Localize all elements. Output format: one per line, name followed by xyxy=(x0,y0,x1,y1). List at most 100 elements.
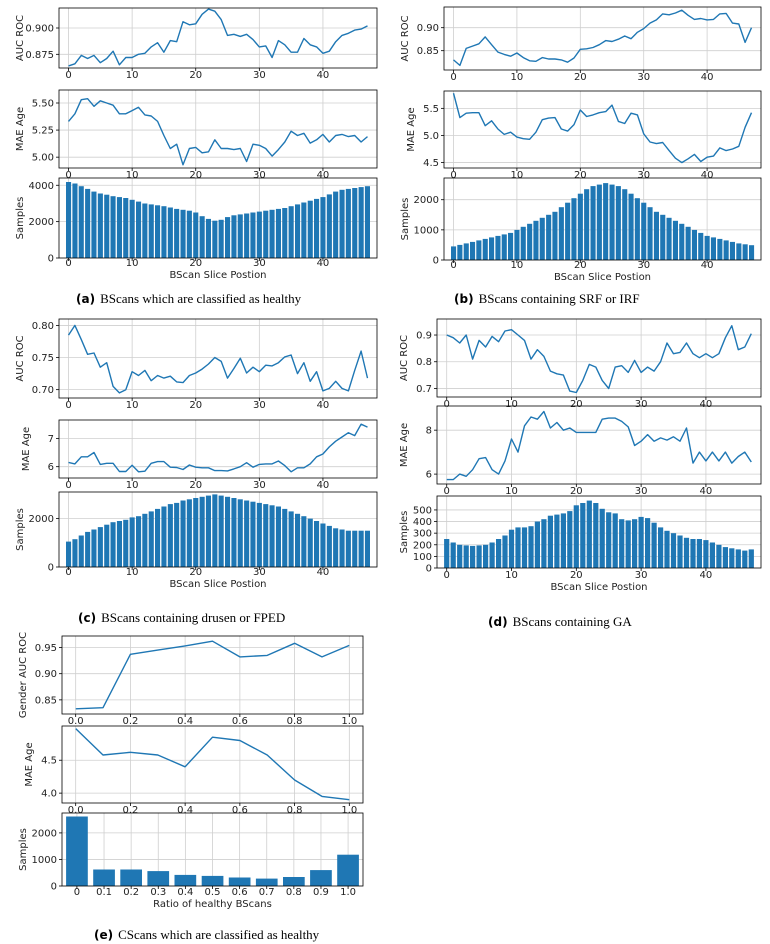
y-tick-label: 0.95 xyxy=(35,643,57,654)
bar xyxy=(269,209,275,258)
x-tick-label: 40 xyxy=(700,486,713,497)
y-tick-label: 0.7 xyxy=(416,384,432,395)
panel-d-auc-roc-plot: 0.7 0.8 0.9 0 10 20 30 40 AUC ROC xyxy=(399,318,762,410)
x-tick-label: 10 xyxy=(511,72,524,83)
bar xyxy=(345,530,351,567)
bar xyxy=(225,496,231,567)
bar xyxy=(664,530,670,568)
bar xyxy=(263,210,269,258)
axes-frame xyxy=(58,89,378,169)
axes-frame xyxy=(443,6,762,71)
bar xyxy=(749,245,755,260)
bar xyxy=(476,240,482,260)
panel-e-mae-age-plot: 4.0 4.5 0.0 0.2 0.4 0.6 0.8 1.0 MAE Age xyxy=(24,725,364,816)
x-tick-label: 20 xyxy=(570,570,583,581)
x-tick-label: 1.0 xyxy=(341,805,357,816)
bar xyxy=(201,875,224,886)
x-axis-label: BScan Slice Postion xyxy=(554,272,651,283)
bar xyxy=(638,516,644,568)
bar xyxy=(255,878,278,886)
x-tick-label: 0.6 xyxy=(232,716,248,727)
x-tick-label: 0.2 xyxy=(123,887,139,898)
bar xyxy=(337,854,359,886)
y-tick-label: 5.50 xyxy=(32,99,54,110)
x-tick-label: 30 xyxy=(637,72,650,83)
series-line xyxy=(75,640,350,710)
series-line xyxy=(446,410,752,481)
bar xyxy=(326,194,332,258)
panel-a-auc-roc-plot: 0.875 0.900 0 10 20 30 40 AUC ROC xyxy=(15,7,378,81)
x-tick-label: 40 xyxy=(317,258,330,269)
bar xyxy=(573,505,579,568)
y-tick-label: 0.900 xyxy=(25,24,54,35)
axes-frame xyxy=(58,419,378,479)
bar xyxy=(539,217,545,260)
bar xyxy=(116,197,122,258)
bar xyxy=(450,542,456,568)
bar xyxy=(463,243,469,260)
bar xyxy=(333,191,339,258)
panel-c-caption: (c) BScans containing drusen or FPED xyxy=(78,610,285,625)
bar xyxy=(358,187,364,258)
series-line xyxy=(446,325,752,394)
bar xyxy=(470,545,476,568)
axes-frame xyxy=(61,725,364,804)
y-axis-label: Samples xyxy=(399,511,410,554)
x-tick-label: 10 xyxy=(126,258,139,269)
bar xyxy=(326,525,332,567)
y-tick-label: 0 xyxy=(48,563,54,574)
bar xyxy=(85,188,91,258)
y-tick-label: 5.25 xyxy=(32,126,54,137)
x-tick-label: 30 xyxy=(635,486,648,497)
bar xyxy=(212,220,218,258)
axes-frame xyxy=(436,405,762,485)
bar xyxy=(735,549,741,568)
x-tick-label: 20 xyxy=(570,486,583,497)
bar xyxy=(85,531,91,567)
bar xyxy=(709,542,715,568)
bar xyxy=(314,198,320,258)
bar xyxy=(250,501,256,567)
y-tick-label: 2000 xyxy=(32,828,57,839)
y-tick-label: 0.90 xyxy=(35,669,57,680)
bar xyxy=(148,511,154,567)
bar xyxy=(339,529,345,567)
bar xyxy=(723,240,729,260)
bar xyxy=(320,197,326,258)
y-tick-label: 8 xyxy=(426,426,432,437)
bar xyxy=(364,186,370,258)
y-tick-label: 0.70 xyxy=(32,385,54,396)
series-line xyxy=(68,423,368,473)
x-tick-label: 0.7 xyxy=(259,887,275,898)
bar xyxy=(736,243,742,260)
bar xyxy=(651,522,657,568)
bar xyxy=(193,498,199,567)
bar xyxy=(339,189,345,258)
bar xyxy=(364,530,370,567)
x-tick-label: 0 xyxy=(65,567,71,578)
bar xyxy=(123,198,129,258)
x-tick-label: 1.0 xyxy=(341,716,357,727)
bar xyxy=(93,869,115,886)
bar xyxy=(148,204,154,258)
x-tick-label: 30 xyxy=(635,570,648,581)
x-tick-label: 10 xyxy=(505,486,518,497)
bar xyxy=(275,208,281,258)
x-tick-label: 20 xyxy=(570,399,583,410)
y-tick-label: 0.80 xyxy=(32,321,54,332)
bar xyxy=(174,502,180,567)
bar xyxy=(167,207,173,258)
bar xyxy=(565,202,571,260)
x-tick-label: 40 xyxy=(700,399,713,410)
bar xyxy=(634,198,640,260)
x-tick-label: 20 xyxy=(189,258,202,269)
axes-frame xyxy=(58,318,378,399)
bar xyxy=(307,518,313,567)
x-tick-label: 0.4 xyxy=(177,805,193,816)
x-tick-label: 40 xyxy=(701,260,714,271)
bar xyxy=(295,513,301,567)
x-tick-label: 30 xyxy=(253,567,266,578)
y-tick-label: 0.9 xyxy=(416,331,432,342)
bar xyxy=(552,211,558,260)
bar xyxy=(110,196,116,258)
